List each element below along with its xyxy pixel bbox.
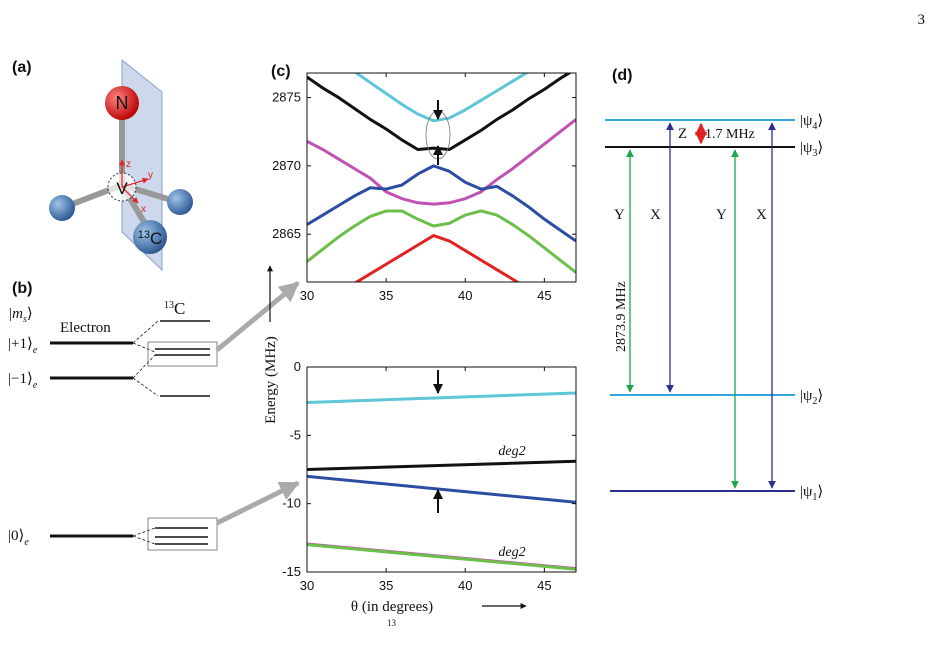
plot-area (307, 391, 576, 571)
series-line (307, 459, 576, 471)
level-label: |ψ1⟩ (800, 484, 823, 503)
splitting-label: Z (678, 126, 687, 142)
series-line (307, 118, 576, 206)
transition-label: X (756, 207, 767, 223)
series-line (307, 209, 576, 274)
annotation: deg2 (498, 444, 525, 459)
axis-label: z (126, 159, 131, 170)
axis-label: x (141, 204, 146, 215)
x-tick-label: 40 (458, 578, 472, 593)
x-tick-label: 45 (537, 288, 551, 303)
x-tick-label: 35 (379, 578, 393, 593)
series-line (307, 391, 576, 405)
y-tick-label: -5 (289, 427, 301, 442)
level-diagram (50, 281, 300, 551)
panel-label: (d) (612, 67, 632, 84)
y-tick-label: -15 (282, 564, 301, 579)
annotation: deg2 (498, 545, 525, 560)
energy-levels (605, 119, 795, 492)
plot-frame (306, 72, 577, 283)
transition-label: Y (614, 207, 625, 223)
x-tick-label: 30 (300, 578, 314, 593)
state-label: |−1⟩e (8, 371, 38, 391)
level-label: |ψ3⟩ (800, 140, 823, 159)
axis-label: y (148, 170, 153, 181)
state-label: |+1⟩e (8, 336, 38, 356)
plot-area (307, 73, 576, 282)
panel-label: (a) (12, 59, 32, 76)
y-tick-label: 2870 (272, 158, 301, 173)
y-axis-label: Energy (MHz) (263, 336, 279, 424)
y-tick-label: -10 (282, 496, 301, 511)
annotation-arrows (267, 100, 527, 609)
level-label: |ψ2⟩ (800, 388, 823, 407)
level-label: |ψ4⟩ (800, 113, 823, 132)
page-number: 3 (918, 12, 926, 28)
splitting-value: 1.7 MHz (705, 127, 755, 142)
state-label: |0⟩e (8, 528, 29, 548)
series-line (307, 474, 576, 504)
caption-fragment: 13 (387, 618, 397, 628)
state-label: |ms⟩ (8, 306, 33, 325)
atom-label: N (116, 93, 129, 113)
series-line (353, 73, 530, 123)
transitions (626, 122, 776, 489)
series-line (307, 73, 573, 151)
molecule (49, 58, 193, 272)
x-tick-label: 30 (300, 288, 314, 303)
x-tick-label: 45 (537, 578, 551, 593)
x-tick-label: 35 (379, 288, 393, 303)
series-line (307, 543, 576, 571)
transition-label: Y (716, 207, 727, 223)
panel-label: (b) (12, 280, 32, 297)
electron-label: Electron (60, 320, 111, 336)
atom-label: V (116, 179, 128, 198)
plot-frame (306, 366, 577, 573)
charts: 30 35 40 45 2865 2870 2875 30 35 40 45 0 -5 -10 -15 θ (… (263, 72, 577, 615)
x-tick-label: 40 (458, 288, 472, 303)
y-tick-label: 2865 (272, 226, 301, 241)
panel-label: (c) (271, 63, 291, 80)
nucleus-label: 13C (164, 299, 185, 318)
series-line (353, 234, 521, 282)
transition-label: X (650, 207, 661, 223)
series-line (307, 164, 576, 243)
zfs-label: 2873.9 MHz (614, 281, 629, 352)
y-tick-label: 0 (294, 359, 301, 374)
y-tick-label: 2875 (272, 90, 301, 105)
x-axis-label: θ (in degrees) (351, 599, 433, 615)
atom-label: 13C (138, 229, 163, 248)
